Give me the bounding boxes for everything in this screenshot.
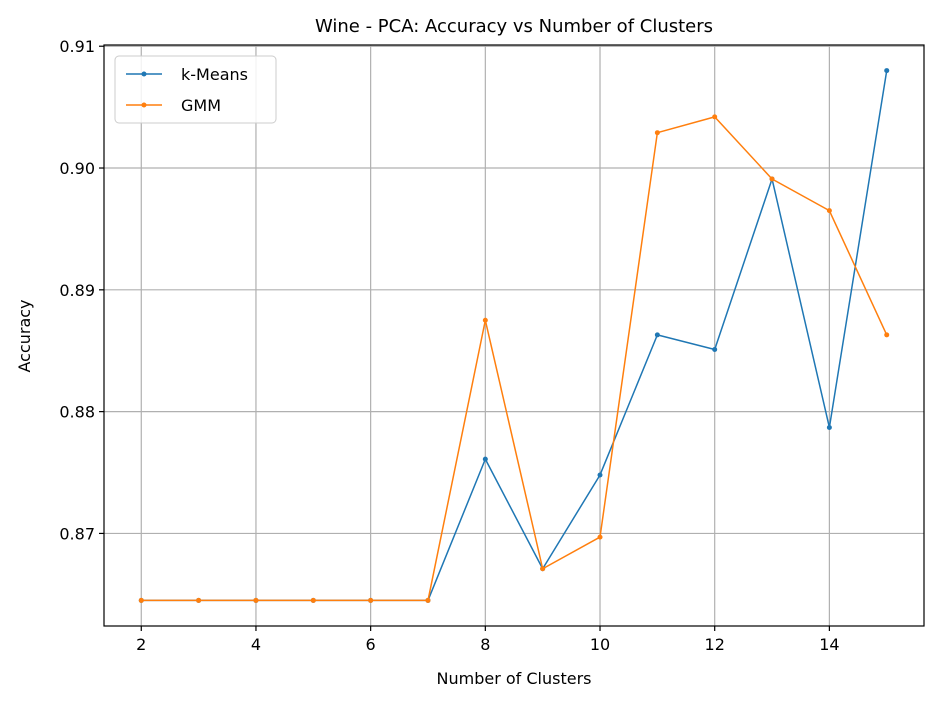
data-point-gmm: [712, 114, 718, 120]
data-point-gmm: [138, 597, 144, 603]
x-tick-label: 6: [366, 635, 376, 654]
x-tick-label: 14: [819, 635, 839, 654]
y-tick-label: 0.89: [59, 281, 95, 300]
series-layer: [138, 68, 890, 603]
legend-box: [114, 55, 277, 124]
data-point-gmm: [540, 566, 546, 572]
chart-title: Wine - PCA: Accuracy vs Number of Cluste…: [315, 16, 713, 37]
data-point-gmm: [597, 534, 603, 540]
grid: [104, 45, 924, 626]
data-point-gmm: [769, 176, 775, 182]
data-point-k-means: [884, 68, 890, 74]
x-tick-label: 10: [590, 635, 610, 654]
legend-label-gmm: GMM: [181, 96, 221, 115]
data-point-gmm: [654, 130, 660, 136]
y-tick-label: 0.87: [59, 524, 95, 543]
data-point-gmm: [310, 597, 316, 603]
y-axis-label: Accuracy: [15, 299, 34, 372]
data-point-gmm: [826, 208, 832, 214]
y-tick-label: 0.88: [59, 403, 95, 422]
x-tick-label: 4: [251, 635, 261, 654]
series-line-gmm: [141, 116, 888, 602]
data-point-gmm: [482, 317, 488, 323]
data-point-k-means: [826, 424, 832, 430]
legend: k-Means GMM: [114, 55, 277, 124]
legend-label-k-means: k-Means: [181, 65, 248, 84]
data-point-k-means: [654, 332, 660, 338]
x-tick-label: 2: [136, 635, 146, 654]
data-point-k-means: [597, 472, 603, 478]
data-point-gmm: [368, 597, 374, 603]
data-point-gmm: [253, 597, 259, 603]
data-point-gmm: [196, 597, 202, 603]
legend-marker-gmm: [141, 102, 147, 108]
y-tick-label: 0.90: [59, 159, 95, 178]
ticks: 2 4 6 8 10 12 14 0.87 0.88 0.89 0.90 0.91: [59, 37, 839, 654]
x-axis-label: Number of Clusters: [437, 669, 592, 688]
x-tick-label: 8: [480, 635, 490, 654]
data-point-gmm: [884, 332, 890, 338]
plot-frame: [103, 44, 925, 627]
data-point-k-means: [482, 456, 488, 462]
x-tick-label: 12: [705, 635, 725, 654]
data-point-gmm: [425, 597, 431, 603]
legend-marker-k-means: [141, 71, 147, 77]
data-point-k-means: [712, 347, 718, 353]
y-tick-label: 0.91: [59, 37, 95, 56]
